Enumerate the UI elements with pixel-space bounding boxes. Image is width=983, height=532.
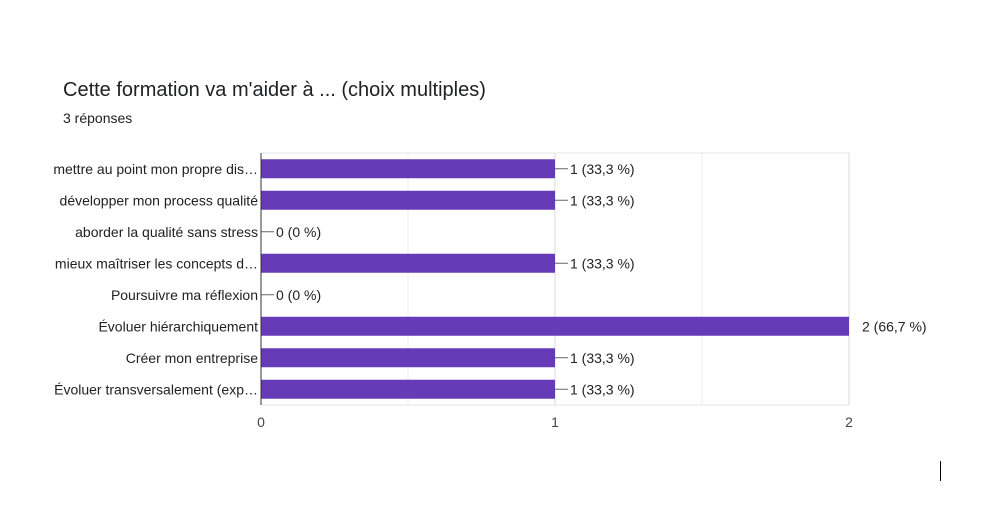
bar[interactable] [261,316,849,336]
x-tick-label: 1 [551,414,559,430]
value-label: 1 (33,3 %) [570,381,635,397]
value-label: 1 (33,3 %) [570,255,635,271]
category-label: mieux maîtriser les concepts d… [55,255,258,271]
value-label: 2 (66,7 %) [862,318,927,334]
category-label: développer mon process qualité [60,192,259,208]
value-label: 0 (0 %) [276,287,321,303]
bars [261,159,849,399]
x-tick-label: 0 [257,414,265,430]
bar[interactable] [261,348,555,368]
category-label: Poursuivre ma réflexion [111,287,258,303]
bar[interactable] [261,379,555,399]
response-count: 3 réponses [63,110,133,126]
value-label: 1 (33,3 %) [570,350,635,366]
bar[interactable] [261,190,555,210]
category-label: mettre au point mon propre dis… [53,161,258,177]
x-tick-label: 2 [845,414,853,430]
value-label: 1 (33,3 %) [570,161,635,177]
value-label: 1 (33,3 %) [570,192,635,208]
bar[interactable] [261,253,555,273]
value-label: 0 (0 %) [276,224,321,240]
labels: 0 1 2 mettre au point mon propre dis… 1 (33,… [53,161,926,430]
bar[interactable] [261,159,555,179]
category-label: Évoluer transversalement (exp… [54,381,258,397]
chart-title: Cette formation va m'aider à ... (choix … [63,79,486,101]
category-label: Évoluer hiérarchiquement [98,318,258,334]
text-cursor [940,461,941,481]
category-label: Créer mon entreprise [126,350,258,366]
category-label: aborder la qualité sans stress [75,224,258,240]
